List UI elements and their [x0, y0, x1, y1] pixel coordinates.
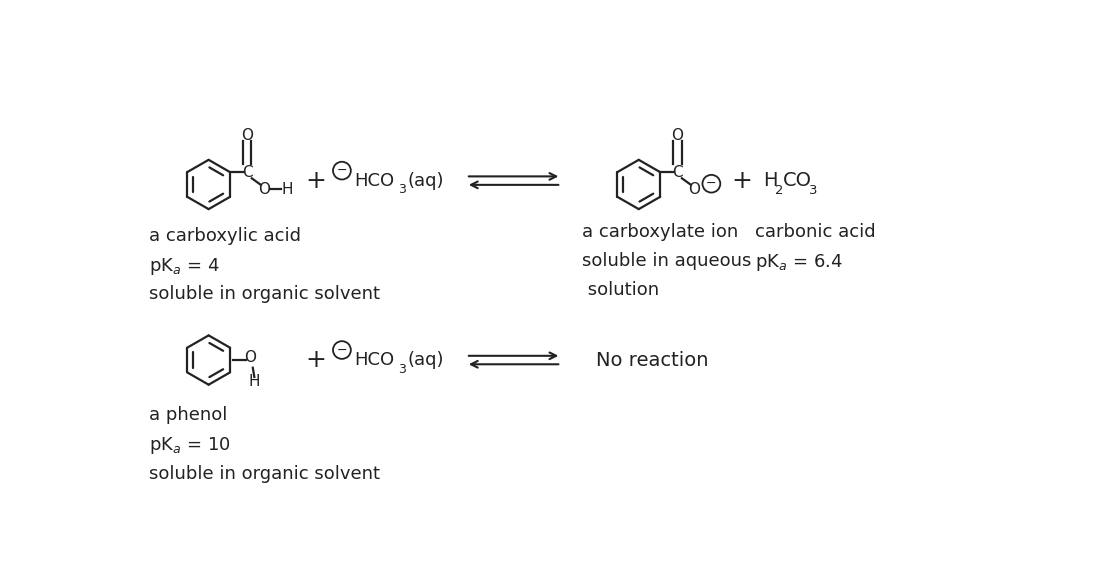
- Text: +: +: [306, 348, 326, 372]
- Text: H: H: [249, 374, 260, 389]
- Text: C: C: [672, 165, 682, 180]
- Text: C: C: [242, 165, 252, 180]
- Text: 3: 3: [809, 184, 818, 197]
- Text: O: O: [241, 128, 253, 143]
- Text: 3: 3: [399, 183, 407, 196]
- Text: carbonic acid: carbonic acid: [755, 223, 875, 241]
- Text: a carboxylic acid: a carboxylic acid: [149, 227, 301, 245]
- Text: −: −: [337, 164, 347, 177]
- Text: HCO: HCO: [354, 171, 394, 189]
- Text: O: O: [258, 182, 270, 197]
- Text: pK$_a$ = 10: pK$_a$ = 10: [149, 436, 231, 456]
- Text: (aq): (aq): [407, 351, 443, 369]
- Text: −: −: [337, 343, 347, 356]
- Text: O: O: [671, 128, 683, 143]
- Text: HCO: HCO: [354, 351, 394, 369]
- Text: pK$_a$ = 4: pK$_a$ = 4: [149, 256, 220, 277]
- Text: H: H: [282, 182, 293, 197]
- Text: No reaction: No reaction: [597, 351, 709, 370]
- Text: soluble in aqueous: soluble in aqueous: [582, 252, 751, 270]
- Text: pK$_a$ = 6.4: pK$_a$ = 6.4: [755, 252, 843, 273]
- Text: CO: CO: [783, 171, 812, 190]
- Text: 2: 2: [774, 184, 783, 197]
- Text: H: H: [763, 171, 778, 190]
- Text: (aq): (aq): [407, 171, 443, 189]
- Text: solution: solution: [582, 282, 659, 300]
- Text: 3: 3: [399, 363, 407, 376]
- Text: a carboxylate ion: a carboxylate ion: [582, 223, 739, 241]
- Text: soluble in organic solvent: soluble in organic solvent: [149, 285, 380, 303]
- Text: O: O: [244, 350, 257, 365]
- Text: soluble in organic solvent: soluble in organic solvent: [149, 465, 380, 483]
- Text: −: −: [707, 177, 717, 190]
- Text: O: O: [689, 182, 700, 197]
- Text: +: +: [306, 169, 326, 193]
- Text: +: +: [731, 169, 752, 193]
- Text: a phenol: a phenol: [149, 406, 228, 424]
